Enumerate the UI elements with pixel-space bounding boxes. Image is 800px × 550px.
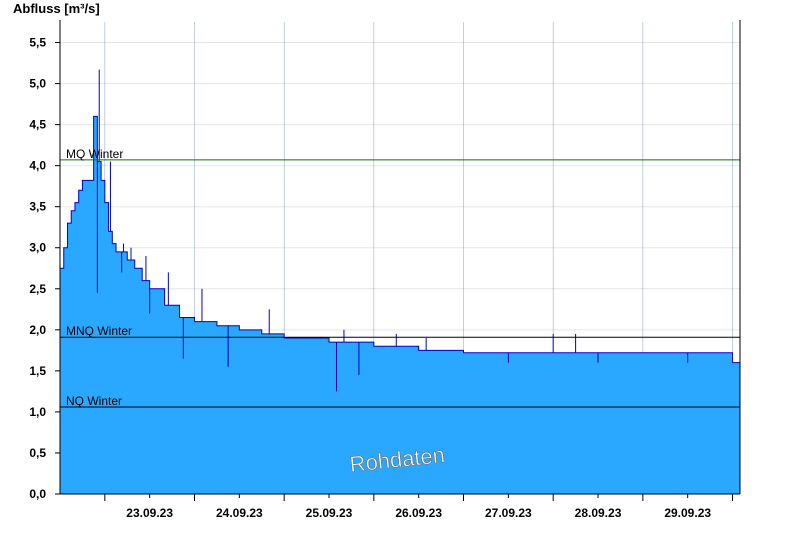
y-tick-label: 5,0 bbox=[29, 77, 46, 91]
y-tick-label: 3,5 bbox=[29, 200, 46, 214]
y-tick-label: 2,5 bbox=[29, 282, 46, 296]
y-tick-label: 3,0 bbox=[29, 241, 46, 255]
tick-labels: 0,0 0,5 1,0 1,5 2,0 2,5 3,0 3,5 4,0 4,5 5,0 5,5 23.0… bbox=[29, 36, 711, 520]
y-tick-label: 0,0 bbox=[29, 487, 46, 501]
x-tick-label: 29.09.23 bbox=[664, 506, 711, 520]
y-tick-label: 5,5 bbox=[29, 36, 46, 50]
x-tick-label: 26.09.23 bbox=[395, 506, 442, 520]
x-tick-label: 28.09.23 bbox=[575, 506, 622, 520]
x-tick-label: 25.09.23 bbox=[306, 506, 353, 520]
x-tick-label: 24.09.23 bbox=[216, 506, 263, 520]
x-tick-label: 23.09.23 bbox=[126, 506, 173, 520]
y-tick-label: 1,0 bbox=[29, 405, 46, 419]
discharge-area bbox=[60, 116, 740, 495]
discharge-line bbox=[60, 115, 741, 373]
x-tick-label: 27.09.23 bbox=[485, 506, 532, 520]
reference-label: MQ Winter bbox=[66, 147, 123, 161]
reference-label: NQ Winter bbox=[66, 394, 122, 408]
y-tick-label: 0,5 bbox=[29, 446, 46, 460]
y-tick-label: 4,0 bbox=[29, 159, 46, 173]
reference-label: MNQ Winter bbox=[66, 324, 132, 338]
y-tick-label: 4,5 bbox=[29, 118, 46, 132]
reference-lines: MQ Winter MNQ Winter NQ Winter bbox=[60, 147, 740, 408]
y-tick-label: 2,0 bbox=[29, 323, 46, 337]
axes bbox=[55, 20, 741, 501]
area-layer bbox=[60, 115, 741, 495]
spike-layer bbox=[96, 69, 689, 392]
y-tick-label: 1,5 bbox=[29, 364, 46, 378]
y-axis-title: Abfluss [m³/s] bbox=[13, 1, 100, 16]
